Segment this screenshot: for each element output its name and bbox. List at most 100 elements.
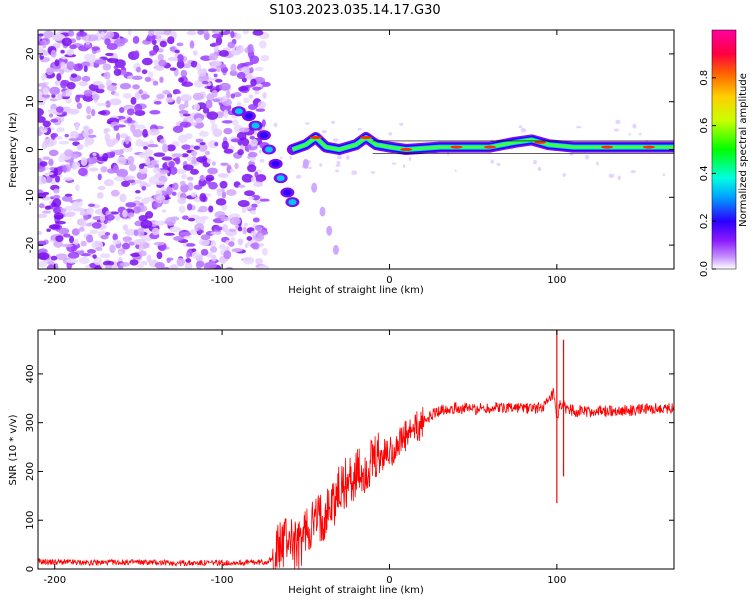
noise-blob [86,207,94,215]
noise-blob [200,248,209,256]
spectrogram-ytick-label: 20 [25,48,36,61]
noise-blob [67,30,75,37]
noise-blob [195,138,204,143]
faint-dot [569,152,574,156]
noise-blob [166,186,173,195]
noise-blob [100,31,105,38]
noise-blob [191,251,200,259]
noise-blob [94,265,102,269]
noise-blob [255,176,264,183]
noise-blob [176,54,184,63]
noise-blob [80,61,91,67]
faint-dot [496,162,501,166]
noise-blob [220,216,229,222]
noise-blob [205,174,215,182]
noise-blob [69,235,75,244]
noise-blob [250,78,257,87]
noise-blob [130,124,136,133]
noise-blob [99,214,106,223]
noise-blob [96,192,104,199]
noise-blob [136,227,145,237]
noise-blob [140,219,153,229]
noise-blob [41,141,48,150]
noise-blob [211,60,223,67]
noise-blob [197,229,204,234]
noise-blob [159,76,164,83]
noise-blob [243,97,250,104]
noise-blob [247,44,252,54]
faint-dot [454,169,457,172]
noise-blob [239,127,250,133]
noise-blob [181,153,189,158]
noise-blob [181,174,188,180]
faint-dot [608,173,615,178]
spectrogram-ylabel: Frequency (Hz) [8,112,19,188]
noise-blob [116,168,129,178]
noise-blob [208,68,217,73]
noise-blob [193,184,203,190]
noise-blob [62,164,67,174]
spectrogram-xtick-label: 0 [386,275,392,286]
trace-core [234,108,243,115]
noise-blob [149,109,161,115]
noise-blob [122,146,133,153]
noise-blob [169,166,178,175]
colorbar: 0.0 0.2 0.4 0.6 0.8 Normalized spectral ampl… [699,29,749,277]
noise-blob [113,176,126,181]
noise-blob [235,45,242,54]
snr-ytick-label: 300 [25,413,36,432]
spectrogram-ytick-label: 0 [25,146,36,152]
noise-blob [44,205,52,210]
noise-blob [56,73,62,82]
noise-blob [180,183,189,193]
noise-blob [82,131,90,139]
noise-blob [56,135,63,140]
noise-blob [105,264,113,269]
noise-blob [50,255,58,261]
colorbar-tick-label: 0.8 [699,70,710,86]
noise-blob [79,211,90,216]
noise-blob [161,156,173,161]
noise-blob [40,73,47,81]
noise-blob [42,191,50,196]
noise-blob [185,258,192,263]
noise-blob [256,83,263,88]
noise-blob [146,33,156,42]
noise-blob [178,103,186,111]
noise-blob [126,117,133,123]
noise-blob [72,141,80,146]
noise-blob [104,38,111,46]
noise-blob [90,108,96,117]
noise-blob [109,211,119,215]
noise-blob [39,161,48,167]
noise-blob [178,110,189,114]
noise-blob [92,152,97,156]
faint-dot [319,163,323,167]
noise-blob [124,175,135,181]
noise-blob [42,210,51,214]
noise-blob [254,90,260,95]
noise-blob [250,230,257,236]
noise-blob [242,226,247,235]
faint-trace-point [332,244,339,255]
noise-blob [95,88,105,94]
carrier-peak [450,145,463,149]
noise-blob [66,258,79,264]
faint-dot [585,154,590,160]
snr-ylabel: SNR (10 * v/v) [8,414,19,485]
noise-blob [56,127,65,133]
noise-blob [226,90,231,99]
carrier-peak [642,145,655,149]
noise-blob [91,222,102,229]
noise-blob [135,189,141,194]
noise-blob [158,59,167,67]
noise-blob [195,117,203,124]
noise-blob [61,37,72,47]
noise-blob [88,134,97,138]
noise-blob [118,106,125,114]
noise-blob [180,94,192,102]
noise-blob [163,232,175,236]
noise-blob [133,229,139,237]
noise-blob [162,209,167,213]
noise-blob [211,42,221,46]
